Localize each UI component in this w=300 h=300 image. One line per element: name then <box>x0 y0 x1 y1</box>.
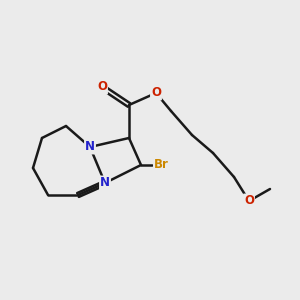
Text: Br: Br <box>154 158 169 172</box>
Text: N: N <box>85 140 95 154</box>
Text: O: O <box>244 194 254 208</box>
Text: N: N <box>100 176 110 190</box>
Text: O: O <box>151 86 161 100</box>
Text: O: O <box>97 80 107 94</box>
